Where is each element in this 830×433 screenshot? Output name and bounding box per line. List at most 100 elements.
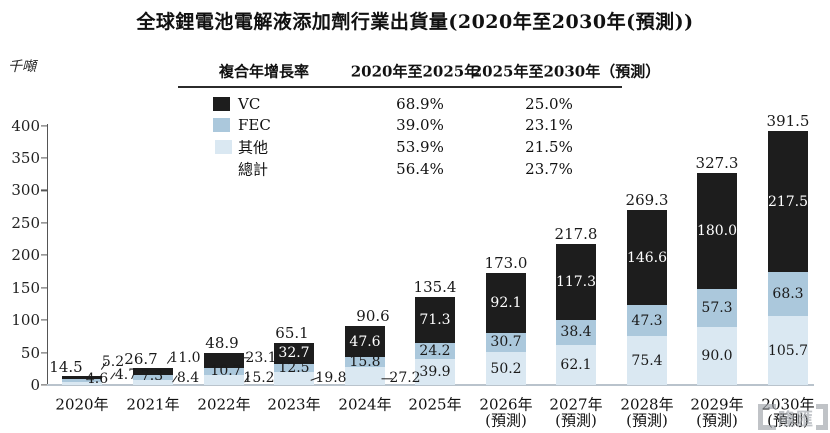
bar-total-label: 14.5 xyxy=(49,358,83,376)
bar-segment-fec xyxy=(697,289,737,327)
bar-total-label: 135.4 xyxy=(413,278,457,297)
bar-other-label: 62.1 xyxy=(560,356,592,373)
y-axis-tick-label: 0 xyxy=(30,376,40,394)
bar-segment-vc xyxy=(697,172,737,290)
bar-vc-label: 180.0 xyxy=(696,223,738,240)
x-axis-forecast-note: (預測) xyxy=(626,411,668,430)
label-leader-line xyxy=(381,377,393,380)
bar-vc-label: 71.3 xyxy=(419,312,451,329)
y-axis-tick-mark xyxy=(41,189,47,192)
y-axis-tick-mark xyxy=(41,319,47,321)
bar-fec-label: 10.7 xyxy=(210,363,242,379)
bar-segment-other xyxy=(345,367,385,385)
legend-swatch-other xyxy=(215,140,232,154)
bar-total-label: 90.6 xyxy=(356,307,390,325)
bar-total-label: 391.5 xyxy=(766,112,810,131)
x-axis-label: 2021年 xyxy=(126,395,180,414)
x-axis-forecast-note: (預測) xyxy=(696,411,738,430)
cagr-header-period1: 2020年至2025年 xyxy=(350,62,480,81)
bar-segment-other xyxy=(415,359,455,385)
y-axis-tick-mark xyxy=(41,287,47,289)
bar-vc-label: 217.5 xyxy=(767,193,809,210)
bar-segment-vc xyxy=(486,272,526,333)
bar-fec-label: 30.7 xyxy=(490,334,522,351)
y-axis-tick-mark xyxy=(41,125,47,127)
bar-segment-fec xyxy=(768,272,808,317)
x-axis-label: 2020年 xyxy=(55,395,109,414)
bar-total-label: 26.7 xyxy=(124,349,158,368)
bar-other-label: 15.2 xyxy=(243,369,275,386)
bar-other-label: 4.6 xyxy=(85,371,109,387)
x-axis-forecast-note: (預測) xyxy=(767,411,809,430)
y-axis-tick-label: 250 xyxy=(11,213,40,232)
y-axis-tick-label: 350 xyxy=(11,149,40,168)
bar-segment-vc xyxy=(768,131,808,273)
legend-swatch-fec xyxy=(213,118,230,132)
bar-segment-fec xyxy=(62,378,102,383)
bar-segment-fec xyxy=(204,368,244,376)
bar-fec-label: 38.4 xyxy=(560,324,592,341)
bar-segment-fec xyxy=(627,305,667,337)
bar-total-label: 269.3 xyxy=(625,191,669,210)
legend-label-other: 其他 xyxy=(238,138,269,157)
bar-fec-label: 7.3 xyxy=(140,367,164,384)
bar-segment-other xyxy=(627,336,667,385)
bar-fec-label: 15.8 xyxy=(349,354,381,371)
bar-vc-label: 32.7 xyxy=(278,345,310,362)
x-axis-label: 2027年 xyxy=(549,395,603,414)
bar-segment-other xyxy=(556,344,596,385)
bar-total-label: 173.0 xyxy=(484,253,528,272)
bar-fec-label: 12.5 xyxy=(278,360,310,377)
y-axis-tick-label: 100 xyxy=(11,311,40,330)
bar-segment-vc xyxy=(133,367,173,375)
gelonghui-watermark: 隆匯 xyxy=(758,404,828,430)
cagr-vc-p2: 25.0% xyxy=(525,95,573,113)
x-axis-label: 2022年 xyxy=(197,395,251,414)
legend-swatch-vc xyxy=(213,97,230,111)
bar-fec-label: 4.7 xyxy=(114,367,138,383)
watermark-text: 隆匯 xyxy=(778,409,814,430)
cagr-fec-p2: 23.1% xyxy=(525,116,573,134)
bar-fec-label: 57.3 xyxy=(701,300,733,317)
bar-total-label: 65.1 xyxy=(275,324,309,342)
bar-other-label: 19.8 xyxy=(315,369,347,386)
bar-segment-vc xyxy=(345,326,385,358)
y-axis-tick-label: 400 xyxy=(11,116,40,135)
y-axis-tick-mark xyxy=(41,157,47,159)
x-axis-label: 2029年 xyxy=(690,395,744,414)
y-axis-tick-mark xyxy=(41,384,47,386)
y-axis-line xyxy=(47,123,49,385)
bar-other-label: 27.2 xyxy=(389,369,421,386)
bar-segment-vc xyxy=(415,297,455,344)
watermark-right-bracket-icon xyxy=(816,404,828,430)
y-axis-tick-label: 300 xyxy=(11,181,40,200)
bar-segment-fec xyxy=(345,357,385,368)
bar-other-label: 75.4 xyxy=(631,352,663,369)
bar-other-label: 90.0 xyxy=(701,347,733,364)
bar-segment-other xyxy=(486,352,526,385)
bar-total-label: 217.8 xyxy=(554,224,598,243)
y-axis-tick-label: 50 xyxy=(20,343,40,362)
bar-fec-label: 68.3 xyxy=(772,286,804,303)
bar-total-label: 48.9 xyxy=(205,334,239,352)
x-axis-forecast-note: (預測) xyxy=(555,411,597,430)
bar-fec-label: 47.3 xyxy=(631,312,663,329)
bar-segment-fec xyxy=(415,343,455,360)
x-axis-label: 2024年 xyxy=(338,395,392,414)
bar-other-label: 39.9 xyxy=(419,364,451,381)
cagr-header-period2: 2025年至2030年（預測） xyxy=(471,62,661,81)
bar-vc-label: 47.6 xyxy=(349,333,381,350)
x-axis-label: 2025年 xyxy=(408,395,462,414)
chart-title: 全球鋰電池電解液添加劑行業出貨量(2020年至2030年(預測)) xyxy=(136,11,694,33)
bar-fec-label: 24.2 xyxy=(419,343,451,360)
y-axis-tick-label: 150 xyxy=(11,278,40,297)
x-axis-forecast-note: (預測) xyxy=(485,411,527,430)
bar-segment-fec xyxy=(133,374,173,380)
bar-total-label: 327.3 xyxy=(695,153,739,172)
bar-segment-fec xyxy=(274,364,314,373)
bar-segment-other xyxy=(204,375,244,385)
bar-vc-label: 23.1 xyxy=(245,350,277,366)
y-axis-tick-mark xyxy=(41,254,47,256)
y-axis-tick-mark xyxy=(41,222,47,224)
